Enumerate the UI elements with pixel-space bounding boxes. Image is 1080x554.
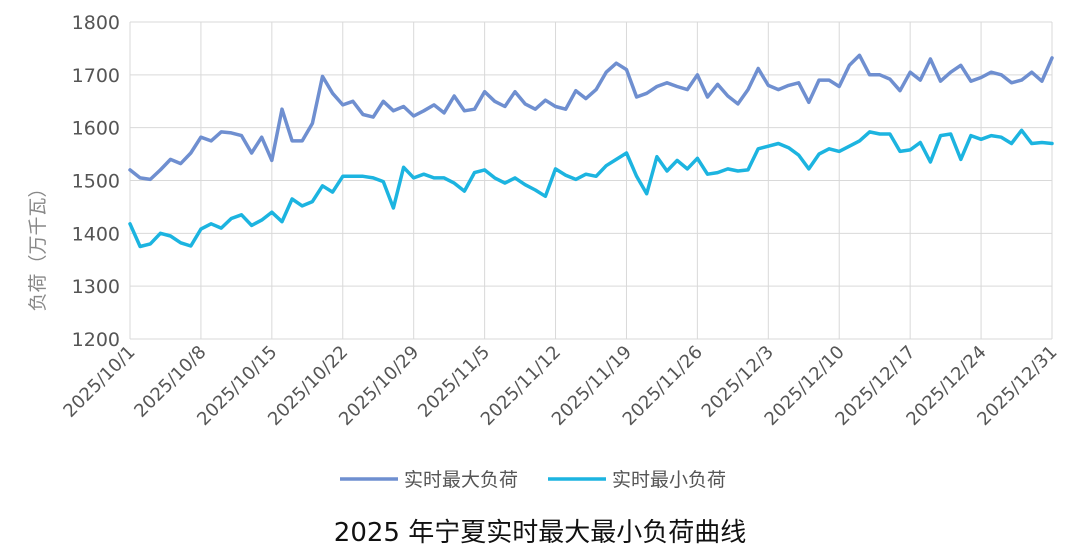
series-line-min-load	[128, 128, 1054, 249]
y-tick-label: 1300	[72, 276, 120, 298]
series-line-max-load	[128, 53, 1054, 182]
y-tick-label: 1700	[72, 65, 120, 87]
legend: 实时最大负荷 实时最小负荷	[340, 469, 726, 491]
y-tick-label: 1800	[72, 12, 120, 34]
y-tick-label: 1200	[72, 329, 120, 351]
y-tick-label: 1600	[72, 118, 120, 140]
x-tick-label: 2025/10/1	[59, 342, 139, 422]
chart-title: 2025 年宁夏实时最大最小负荷曲线	[334, 518, 746, 548]
y-tick-label: 1400	[72, 223, 120, 245]
gridlines	[129, 21, 1053, 340]
y-axis-title: 负荷（万千瓦）	[27, 178, 49, 311]
legend-label-min: 实时最小负荷	[612, 469, 726, 491]
y-axis-ticks: 1200 1300 1400 1500 1600 1700 1800	[72, 12, 120, 351]
legend-label-max: 实时最大负荷	[404, 469, 518, 491]
y-tick-label: 1500	[72, 171, 120, 193]
series-lines	[128, 53, 1054, 249]
x-axis-ticks: 2025/10/12025/10/82025/10/152025/10/2220…	[59, 342, 1061, 430]
